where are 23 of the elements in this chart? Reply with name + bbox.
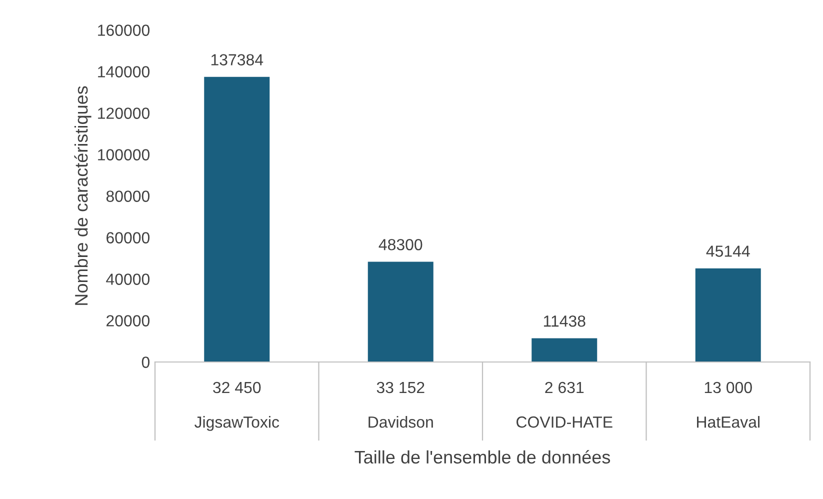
bar <box>204 76 270 362</box>
data-label: 48300 <box>378 238 422 250</box>
y-tick-label: 60000 <box>106 232 150 244</box>
bar <box>532 338 598 362</box>
y-tick-label: 100000 <box>98 149 150 160</box>
y-tick-label: 160000 <box>98 24 150 36</box>
y-tick-label: 20000 <box>106 315 150 326</box>
y-tick-label: 0 <box>142 356 150 368</box>
bar <box>695 268 761 362</box>
y-tick-label: 140000 <box>98 66 150 78</box>
y-tick-label: 120000 <box>98 108 150 119</box>
data-label: 45144 <box>706 246 750 257</box>
bar <box>368 262 434 362</box>
y-axis-title: Nombre de caractéristiques <box>74 86 92 305</box>
y-tick-label: 80000 <box>106 190 150 202</box>
data-label: 11438 <box>544 315 586 327</box>
data-label: 137384 <box>211 54 264 66</box>
y-tick-label: 40000 <box>106 274 150 285</box>
category-label: 13 000 HatEaval <box>697 382 760 428</box>
category-label: 33 152 Davidson <box>368 382 433 428</box>
category-label: 2 631 COVID-HATE <box>516 382 612 428</box>
category-label: 32 450 JigsawToxic <box>194 382 280 431</box>
x-axis-title: Taille de l'ensemble de données <box>354 450 610 464</box>
